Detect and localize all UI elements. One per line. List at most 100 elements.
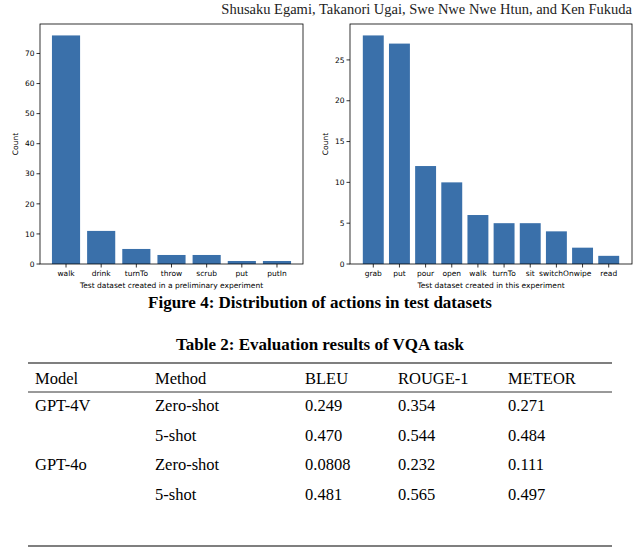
axes-frame: [40, 24, 303, 264]
x-tick-label: pour: [417, 269, 435, 278]
bar: [389, 44, 410, 264]
bar: [572, 248, 593, 264]
bar: [363, 35, 384, 264]
x-tick-label: put: [236, 269, 249, 278]
table-header: Method: [155, 369, 207, 388]
y-tick: [347, 141, 351, 142]
table-header: Model: [35, 369, 78, 388]
table-cell: Zero-shot: [155, 455, 220, 474]
x-tick-label: turnTo: [125, 269, 149, 278]
y-tick-label: 10: [25, 230, 35, 239]
table-caption: Table 2: Evaluation results of VQA task: [176, 335, 464, 354]
page: Shusaku Egami, Takanori Ugai, Swe Nwe Nw…: [0, 0, 640, 551]
axes-frame: [350, 24, 632, 264]
x-tick-label: putIn: [267, 269, 287, 278]
table-cell: 0.111: [508, 455, 544, 474]
table-cell: GPT-4V: [35, 396, 90, 415]
bar: [598, 256, 619, 264]
bar: [441, 182, 462, 264]
y-tick: [347, 223, 351, 224]
x-tick: [504, 264, 505, 268]
x-tick-label: put: [393, 269, 406, 278]
table-cell: 5-shot: [155, 426, 197, 445]
y-tick: [347, 59, 351, 60]
y-tick-label: 5: [340, 219, 345, 228]
x-tick: [206, 264, 207, 268]
table-cell: 0.249: [305, 396, 342, 415]
y-tick-label: 0: [30, 260, 35, 269]
x-tick-label: turnTo: [492, 269, 516, 278]
y-tick-label: 60: [25, 79, 35, 88]
bar: [87, 231, 115, 264]
y-tick: [37, 173, 41, 174]
bars: [52, 35, 291, 264]
bar: [52, 35, 80, 264]
table-cell: 0.544: [398, 426, 435, 445]
x-tick: [171, 264, 172, 268]
x-tick: [241, 264, 242, 268]
bars: [363, 35, 619, 264]
y-tick-label: 20: [25, 200, 35, 209]
y-tick: [37, 203, 41, 204]
x-tick: [556, 264, 557, 268]
x-tick: [136, 264, 137, 268]
x-tick-label: walk: [57, 269, 75, 278]
x-tick: [582, 264, 583, 268]
x-tick: [276, 264, 277, 268]
chart: 010203040506070walkdrinkturnTothrowscrub…: [11, 24, 303, 290]
table-header: ROUGE-1: [398, 369, 469, 388]
table-cell: Zero-shot: [155, 396, 220, 415]
y-tick: [347, 100, 351, 101]
x-tick: [477, 264, 478, 268]
y-tick-label: 25: [335, 56, 345, 65]
y-tick: [37, 233, 41, 234]
bar: [546, 231, 567, 264]
table-cell: 0.565: [398, 485, 435, 504]
y-tick: [347, 182, 351, 183]
table-cell: GPT-4o: [35, 455, 87, 474]
chart: 0510152025grabputpouropenwalkturnTositsw…: [321, 24, 632, 290]
x-axis-label: Test dataset created in a preliminary ex…: [79, 281, 263, 290]
y-tick: [347, 264, 351, 265]
header-authors: Shusaku Egami, Takanori Ugai, Swe Nwe Nw…: [221, 1, 632, 17]
y-tick: [37, 113, 41, 114]
y-tick: [37, 53, 41, 54]
x-tick-label: sit: [526, 269, 535, 278]
table-cell: 0.497: [508, 485, 545, 504]
bar: [228, 261, 256, 264]
y-tick-label: 15: [335, 137, 345, 146]
bar: [520, 223, 541, 264]
x-tick: [608, 264, 609, 268]
y-tick-label: 40: [25, 139, 35, 148]
bar: [415, 166, 436, 264]
bar: [157, 255, 185, 264]
y-tick-label: 20: [335, 96, 345, 105]
table-cell: 0.354: [398, 396, 435, 415]
y-tick: [37, 83, 41, 84]
table-cell: 5-shot: [155, 485, 197, 504]
table-rule: [28, 392, 612, 393]
table-cell: 0.484: [508, 426, 545, 445]
x-axis-label: Test dataset created in this experiment: [416, 281, 564, 290]
y-tick-label: 0: [340, 260, 345, 269]
bar: [263, 261, 291, 264]
table-rule: [28, 362, 612, 363]
x-tick-label: grab: [365, 269, 382, 278]
y-tick-label: 10: [335, 178, 345, 187]
x-tick: [373, 264, 374, 268]
x-tick-label: throw: [161, 269, 182, 278]
bar: [193, 255, 221, 264]
x-tick: [451, 264, 452, 268]
table-rule: [28, 545, 612, 546]
figure-caption: Figure 4: Distribution of actions in tes…: [148, 293, 492, 312]
y-tick: [37, 264, 41, 265]
y-tick-label: 50: [25, 109, 35, 118]
x-tick-label: walk: [469, 269, 487, 278]
y-axis-label: Count: [11, 133, 20, 155]
x-tick: [530, 264, 531, 268]
y-tick-label: 70: [25, 49, 35, 58]
bar: [494, 223, 515, 264]
table-header: BLEU: [305, 369, 348, 388]
table-cell: 0.232: [398, 455, 435, 474]
x-tick: [399, 264, 400, 268]
